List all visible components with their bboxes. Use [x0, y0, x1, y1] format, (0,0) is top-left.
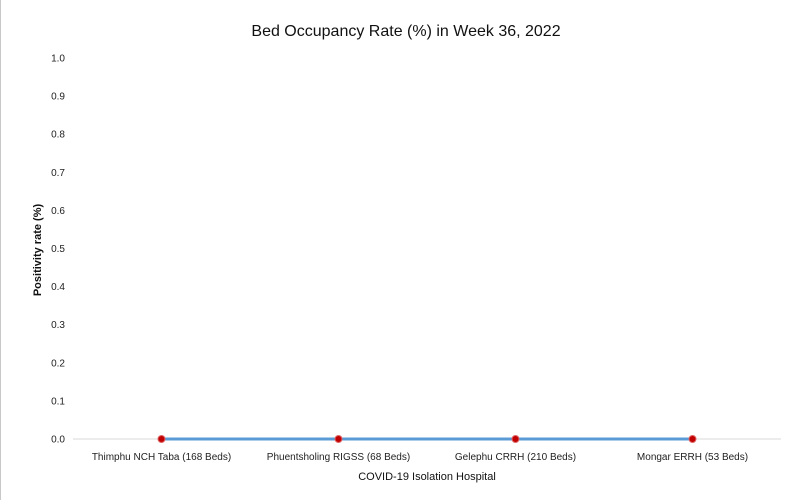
y-tick-label: 0.4 — [51, 282, 65, 293]
x-axis-label: COVID-19 Isolation Hospital — [358, 471, 496, 483]
y-tick-label: 0.1 — [51, 396, 65, 407]
data-point — [511, 435, 520, 443]
y-tick-label: 1.0 — [51, 54, 65, 65]
y-tick-label: 0.6 — [51, 206, 65, 217]
y-tick-label: 0.3 — [51, 320, 65, 331]
y-axis-ticks: 0.0 0.1 0.2 0.3 0.4 0.5 0.6 0.7 0.8 0.9 1.0 — [51, 54, 65, 446]
series-group — [157, 435, 697, 443]
x-tick-label: Thimphu NCH Taba (168 Beds) — [92, 452, 231, 463]
x-axis-ticks: Thimphu NCH Taba (168 Beds) Phuentsholing… — [92, 452, 748, 463]
x-tick-label: Gelephu CRRH (210 Beds) — [455, 452, 576, 463]
y-tick-label: 0.5 — [51, 244, 65, 255]
y-axis-label: Positivity rate (%) — [32, 204, 44, 297]
x-tick-label: Mongar ERRH (53 Beds) — [637, 452, 748, 463]
y-tick-label: 0.2 — [51, 358, 65, 369]
y-tick-label: 0.9 — [51, 92, 65, 103]
data-point — [334, 435, 343, 443]
data-point — [688, 435, 697, 443]
y-tick-label: 0.7 — [51, 168, 65, 179]
y-tick-label: 0.8 — [51, 130, 65, 141]
data-point — [157, 435, 166, 443]
x-tick-label: Phuentsholing RIGSS (68 Beds) — [267, 452, 410, 463]
chart-title: Bed Occupancy Rate (%) in Week 36, 2022 — [251, 23, 560, 40]
y-tick-label: 0.0 — [51, 435, 65, 446]
